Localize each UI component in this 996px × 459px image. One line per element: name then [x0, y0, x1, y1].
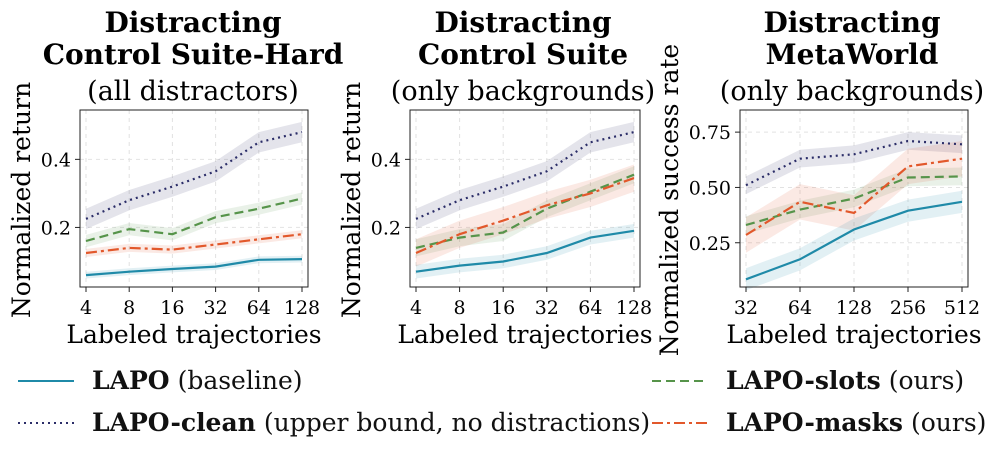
legend-note: (ours): [910, 408, 987, 437]
legend-swatch-lapo: [18, 379, 74, 382]
series-lapo: [745, 200, 963, 281]
y-axis-label: Normalized return: [337, 82, 366, 318]
x-tick-label: 8: [454, 297, 466, 319]
series-lapo-slots: [745, 175, 963, 227]
y-tick-label: 0.25: [689, 233, 731, 255]
chart-title-line: Control Suite: [418, 38, 628, 71]
chart-subtitle: (only backgrounds): [720, 76, 984, 107]
legend-note: (baseline): [177, 366, 303, 395]
y-tick-label: 0.4: [371, 149, 401, 171]
series-lapo-masks: [745, 157, 963, 236]
legend-swatch-lapo-masks: [652, 421, 708, 424]
x-tick-label: 4: [80, 297, 92, 319]
y-axis-label: Normalized return: [7, 82, 36, 318]
legend-swatch-lapo-slots: [652, 379, 708, 382]
legend-swatch-lapo-clean: [18, 421, 74, 424]
x-tick-label: 128: [836, 297, 872, 319]
legend-item-lapo-clean: LAPO-clean (upper bound, no distractions…: [18, 408, 650, 437]
x-tick-label: 64: [247, 297, 271, 319]
legend-label: LAPO: [92, 366, 170, 395]
band-lapo: [746, 190, 962, 291]
x-tick-label: 32: [535, 297, 559, 319]
x-tick-label: 256: [890, 297, 926, 319]
legend-item-lapo: LAPO (baseline): [18, 366, 303, 395]
x-tick-label: 32: [204, 297, 228, 319]
chart-subtitle: (all distractors): [87, 76, 299, 107]
series-lapo-slots: [85, 197, 303, 243]
series-lapo: [415, 229, 635, 273]
band-lapo-slots: [86, 192, 302, 248]
chart-title-line: MetaWorld: [766, 38, 939, 71]
plot-frame: [409, 109, 641, 288]
band-lapo-masks: [746, 141, 962, 253]
x-axis-label: Labeled trajectories: [66, 320, 321, 349]
chart-title-line: Control Suite-Hard: [43, 38, 344, 71]
legend-note: (ours): [888, 366, 965, 395]
x-tick-label: 128: [616, 297, 652, 319]
band-lapo-masks: [86, 230, 302, 257]
legend-item-lapo-masks: LAPO-masks (ours): [652, 408, 986, 437]
x-tick-label: 128: [284, 297, 320, 319]
x-axis-label: Labeled trajectories: [397, 320, 652, 349]
x-axis-label: Labeled trajectories: [726, 320, 981, 349]
legend-item-lapo-slots: LAPO-slots (ours): [652, 366, 964, 395]
y-tick-label: 0.4: [41, 149, 71, 171]
series-lapo-masks: [85, 233, 303, 255]
x-tick-label: 64: [578, 297, 602, 319]
legend-note: (upper bound, no distractions): [263, 408, 651, 437]
series-lapo-clean: [85, 131, 303, 220]
x-tick-label: 16: [160, 297, 184, 319]
band-lapo-clean: [416, 121, 634, 230]
series-lapo-slots: [415, 173, 635, 249]
series-lapo: [85, 258, 303, 277]
band-lapo-masks: [416, 164, 634, 267]
chart-title-line: Distracting: [104, 6, 281, 39]
legend-label: LAPO-slots: [726, 366, 881, 395]
legend-label: LAPO-clean: [92, 408, 256, 437]
plot-frame: [79, 109, 309, 288]
x-tick-label: 4: [410, 297, 422, 319]
x-tick-label: 16: [491, 297, 515, 319]
series-lapo-masks: [415, 177, 635, 255]
legend-label: LAPO-masks: [726, 408, 903, 437]
x-tick-label: 32: [734, 297, 758, 319]
band-lapo-clean: [746, 132, 962, 195]
chart-subtitle: (only backgrounds): [391, 76, 655, 107]
chart-title-line: Distracting: [434, 6, 611, 39]
series-lapo-clean: [415, 131, 635, 220]
y-tick-label: 0.50: [689, 177, 731, 199]
y-tick-label: 0.75: [689, 122, 731, 144]
y-tick-label: 0.2: [371, 217, 401, 239]
band-lapo-slots: [416, 166, 634, 257]
chart-title-line: Distracting: [763, 6, 940, 39]
x-tick-label: 8: [123, 297, 135, 319]
band-lapo-clean: [86, 121, 302, 230]
x-tick-label: 64: [788, 297, 812, 319]
y-tick-label: 0.2: [41, 217, 71, 239]
y-axis-label: Normalized success rate: [655, 44, 684, 356]
x-tick-label: 512: [944, 297, 980, 319]
series-lapo-clean: [745, 139, 963, 187]
band-lapo-slots: [746, 167, 962, 234]
